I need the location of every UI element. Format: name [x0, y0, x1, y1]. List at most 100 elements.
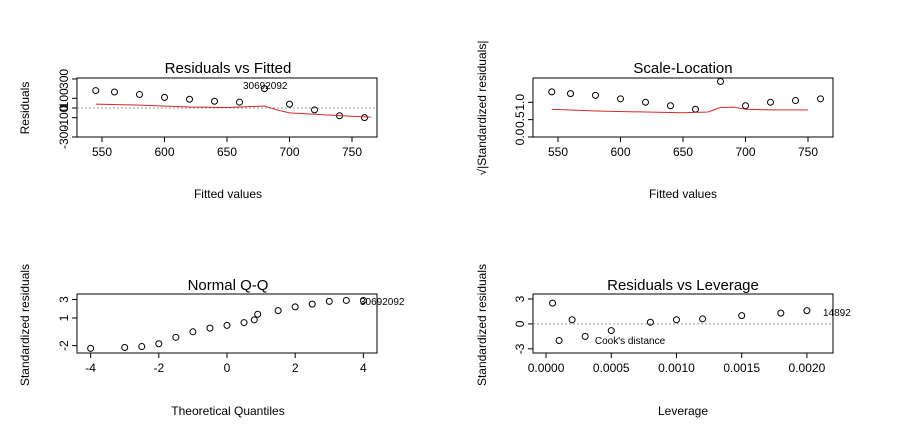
data-point	[738, 312, 746, 320]
data-point	[672, 316, 680, 324]
y-tick-label: -300	[57, 125, 71, 149]
y-tick-label: 300	[57, 69, 71, 89]
x-tick-label: 550	[92, 145, 112, 159]
y-tick-label: 100	[57, 88, 71, 108]
x-tick-label: 600	[154, 145, 174, 159]
data-point	[361, 114, 368, 122]
panel-residuals-vs-fitted: Residuals vs Fitted Fitted values Residu…	[18, 60, 378, 201]
x-tick-label: 650	[217, 145, 237, 159]
x-tick-label: -4	[85, 361, 96, 375]
data-point	[617, 95, 624, 103]
plot-title: Scale-Location	[633, 60, 732, 77]
y-tick-label: 3	[57, 296, 71, 303]
smooth-line	[551, 106, 808, 114]
x-axis-label: Fitted values	[649, 187, 717, 201]
point-label: 14892	[823, 308, 851, 319]
x-tick-label: 600	[610, 145, 630, 159]
data-point	[206, 324, 214, 332]
data-point	[568, 316, 576, 324]
y-tick-label: -2	[57, 340, 71, 351]
data-point	[667, 102, 674, 110]
data-point	[646, 318, 654, 326]
x-tick-label: 700	[279, 145, 299, 159]
data-point	[240, 319, 248, 327]
panel-scale-location: Scale-Location Fitted values √|Standardi…	[475, 41, 834, 201]
data-point	[717, 77, 724, 85]
y-axis-label: Residuals	[18, 82, 32, 135]
data-point	[592, 91, 599, 99]
y-tick-label: -100	[57, 105, 71, 129]
x-tick-label: 0.0005	[593, 361, 630, 375]
data-point	[254, 310, 262, 318]
data-point	[607, 327, 615, 335]
x-axis-label: Theoretical Quantiles	[171, 404, 284, 418]
data-point	[136, 90, 143, 98]
x-tick-label: 750	[342, 145, 362, 159]
point-label: 30692092	[243, 81, 288, 92]
x-tick-label: 0.0020	[789, 361, 826, 375]
y-tick-label: 0	[513, 320, 527, 327]
y-tick-label: 3	[513, 295, 527, 302]
x-tick-label: 750	[798, 145, 818, 159]
data-point	[699, 315, 707, 323]
data-point	[325, 297, 333, 305]
data-point	[548, 88, 556, 96]
data-point	[92, 87, 100, 95]
x-tick-label: 0.0015	[723, 361, 760, 375]
data-point	[792, 97, 799, 105]
data-point	[172, 333, 180, 341]
data-point	[236, 98, 243, 106]
data-point	[161, 93, 168, 101]
x-tick-label: 0.0000	[528, 361, 565, 375]
x-tick-label: 0.0010	[658, 361, 695, 375]
data-point	[777, 309, 785, 317]
y-tick-label: 0.0	[513, 128, 527, 145]
data-point	[767, 98, 774, 106]
point-label: 30692092	[360, 297, 405, 308]
data-point	[211, 97, 218, 105]
x-tick-label: 4	[360, 361, 367, 375]
x-tick-label: 0	[224, 361, 231, 375]
data-point	[274, 307, 282, 315]
data-point	[567, 90, 574, 98]
data-point	[342, 296, 350, 304]
x-tick-label: 550	[548, 145, 568, 159]
plot-title: Residuals vs Fitted	[165, 60, 292, 77]
data-point	[121, 343, 129, 351]
x-tick-label: 650	[673, 145, 693, 159]
data-point	[642, 98, 649, 106]
data-point	[155, 340, 163, 348]
data-point	[138, 343, 146, 351]
smooth-line	[95, 103, 371, 118]
y-tick-label: 1.0	[513, 94, 527, 111]
y-axis-label: Standardized residuals	[18, 264, 32, 386]
y-axis-label: Standardized residuals	[475, 264, 489, 386]
y-axis-label: √|Standardized residuals|	[475, 41, 489, 176]
y-tick-label: 0.5	[513, 111, 527, 128]
x-tick-label: 700	[735, 145, 755, 159]
data-point	[261, 85, 268, 93]
x-tick-label: -2	[153, 361, 164, 375]
data-point	[87, 344, 95, 352]
y-tick-label: 0	[57, 104, 71, 111]
data-point	[311, 106, 318, 114]
data-point	[111, 88, 118, 96]
plot-title: Normal Q-Q	[188, 277, 269, 294]
y-tick-label: 1	[57, 314, 71, 321]
data-point	[250, 316, 258, 324]
panel-normal-qq: Normal Q-Q Theoretical Quantiles Standar…	[18, 264, 405, 418]
panel-residuals-vs-leverage: Residuals vs Leverage Leverage Standardi…	[475, 264, 851, 418]
data-point	[817, 95, 824, 103]
plot-title: Residuals vs Leverage	[607, 277, 759, 294]
data-point	[803, 307, 811, 315]
data-point	[555, 337, 563, 345]
y-tick-label: -3	[513, 343, 527, 354]
data-point	[186, 95, 193, 103]
data-point	[549, 299, 557, 307]
x-axis-label: Fitted values	[194, 187, 262, 201]
data-point	[286, 100, 293, 108]
data-point	[359, 296, 367, 304]
data-point	[581, 332, 589, 340]
